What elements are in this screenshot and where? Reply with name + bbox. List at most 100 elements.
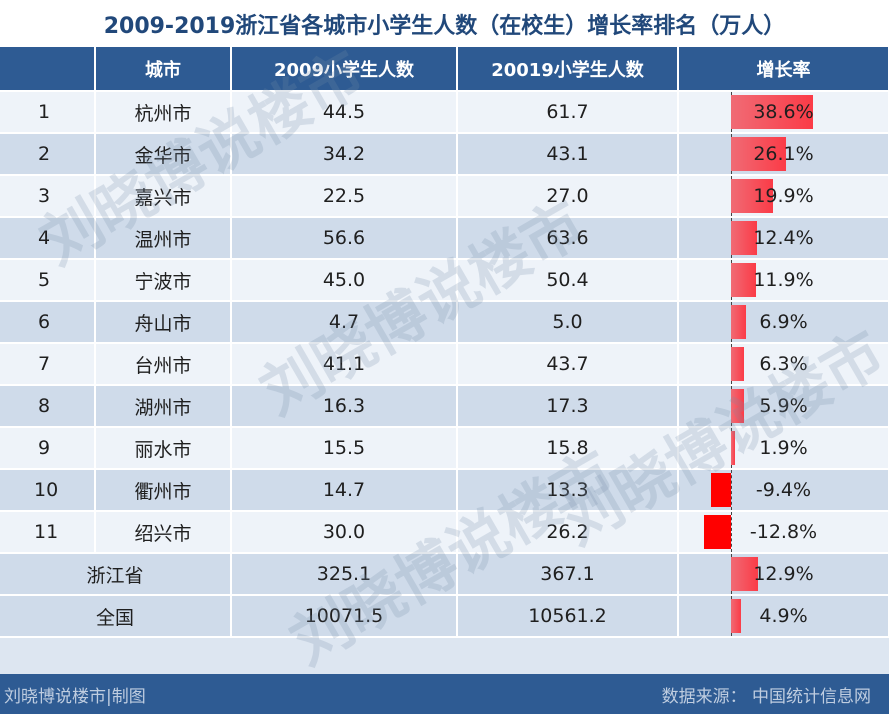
city-cell: 杭州市 xyxy=(95,91,232,134)
table-row: 6 舟山市 4.7 5.0 6.9% xyxy=(0,301,889,344)
rate-cell: 12.4% xyxy=(678,217,889,260)
city-cell: 金华市 xyxy=(95,133,232,176)
rank-cell: 5 xyxy=(0,259,96,302)
table-row: 1 杭州市 44.5 61.7 38.6% xyxy=(0,91,889,134)
rank-cell: 3 xyxy=(0,175,96,218)
table-row: 8 湖州市 16.3 17.3 5.9% xyxy=(0,385,889,428)
header-city: 城市 xyxy=(95,47,232,92)
value-2019-cell: 27.0 xyxy=(457,175,679,218)
value-2009-cell: 14.7 xyxy=(231,469,458,512)
table-row: 10 衢州市 14.7 13.3 -9.4% xyxy=(0,469,889,512)
footer-source: 数据来源： 中国统计信息网 xyxy=(661,686,871,707)
table-row: 4 温州市 56.6 63.6 12.4% xyxy=(0,217,889,260)
value-2019-cell: 13.3 xyxy=(457,469,679,512)
rank-cell: 6 xyxy=(0,301,96,344)
rate-cell: 5.9% xyxy=(678,385,889,428)
rate-cell: 1.9% xyxy=(678,427,889,470)
value-2019-cell: 26.2 xyxy=(457,511,679,554)
table-row: 9 丽水市 15.5 15.8 1.9% xyxy=(0,427,889,470)
total-2019-cell: 367.1 xyxy=(457,553,679,596)
city-cell: 温州市 xyxy=(95,217,232,260)
positive-growth-bar xyxy=(731,347,745,381)
rate-cell: 12.9% xyxy=(678,553,889,596)
rate-cell: 38.6% xyxy=(678,91,889,134)
city-cell: 嘉兴市 xyxy=(95,175,232,218)
header-rate: 增长率 xyxy=(678,47,889,92)
rate-value: 6.3% xyxy=(759,353,808,375)
rate-value: 26.1% xyxy=(753,143,814,165)
rate-value: 12.4% xyxy=(753,227,814,249)
value-2009-cell: 45.0 xyxy=(231,259,458,302)
footer-credit: 刘晓博说楼市|制图 xyxy=(4,686,146,707)
positive-growth-bar xyxy=(731,305,746,339)
rank-cell: 8 xyxy=(0,385,96,428)
rate-value: 19.9% xyxy=(753,185,814,207)
total-row: 全国 10071.5 10561.2 4.9% xyxy=(0,595,889,638)
rate-cell: 6.3% xyxy=(678,343,889,386)
value-2009-cell: 34.2 xyxy=(231,133,458,176)
value-2009-cell: 4.7 xyxy=(231,301,458,344)
city-cell: 台州市 xyxy=(95,343,232,386)
table-row: 7 台州市 41.1 43.7 6.3% xyxy=(0,343,889,386)
rate-value: 1.9% xyxy=(759,437,808,459)
rate-cell: 4.9% xyxy=(678,595,889,638)
value-2019-cell: 17.3 xyxy=(457,385,679,428)
value-2019-cell: 63.6 xyxy=(457,217,679,260)
value-2019-cell: 15.8 xyxy=(457,427,679,470)
rate-value: -9.4% xyxy=(755,479,812,501)
total-row: 浙江省 325.1 367.1 12.9% xyxy=(0,553,889,596)
rank-cell: 10 xyxy=(0,469,96,512)
city-cell: 湖州市 xyxy=(95,385,232,428)
positive-growth-bar xyxy=(731,263,757,297)
value-2019-cell: 43.7 xyxy=(457,343,679,386)
value-2019-cell: 43.1 xyxy=(457,133,679,176)
rank-cell: 2 xyxy=(0,133,96,176)
rank-cell: 11 xyxy=(0,511,96,554)
value-2009-cell: 41.1 xyxy=(231,343,458,386)
rate-value: 38.6% xyxy=(753,101,814,123)
city-cell: 宁波市 xyxy=(95,259,232,302)
city-cell: 丽水市 xyxy=(95,427,232,470)
city-cell: 舟山市 xyxy=(95,301,232,344)
value-2009-cell: 16.3 xyxy=(231,385,458,428)
positive-growth-bar xyxy=(731,599,742,633)
table-row: 2 金华市 34.2 43.1 26.1% xyxy=(0,133,889,176)
page-title: 2009-2019浙江省各城市小学生人数（在校生）增长率排名（万人） xyxy=(0,0,889,47)
footer: 刘晓博说楼市|制图 数据来源： 中国统计信息网 xyxy=(0,674,889,714)
header-rank xyxy=(0,47,96,92)
rate-value: -12.8% xyxy=(749,521,818,543)
rate-cell: 11.9% xyxy=(678,259,889,302)
total-2019-cell: 10561.2 xyxy=(457,595,679,638)
positive-growth-bar xyxy=(731,179,774,213)
rate-cell: 26.1% xyxy=(678,133,889,176)
header-2009: 2009小学生人数 xyxy=(231,47,458,92)
total-name-cell: 全国 xyxy=(0,595,232,638)
total-2009-cell: 325.1 xyxy=(231,553,458,596)
rate-cell: 6.9% xyxy=(678,301,889,344)
rate-cell: -12.8% xyxy=(678,511,889,554)
rate-value: 11.9% xyxy=(753,269,814,291)
positive-growth-bar xyxy=(731,557,759,591)
rank-cell: 1 xyxy=(0,91,96,134)
value-2009-cell: 56.6 xyxy=(231,217,458,260)
positive-growth-bar xyxy=(731,95,813,129)
total-name-cell: 浙江省 xyxy=(0,553,232,596)
rank-cell: 7 xyxy=(0,343,96,386)
rate-value: 6.9% xyxy=(759,311,808,333)
rate-value: 4.9% xyxy=(759,605,808,627)
table-row: 3 嘉兴市 22.5 27.0 19.9% xyxy=(0,175,889,218)
city-cell: 衢州市 xyxy=(95,469,232,512)
negative-growth-bar xyxy=(703,515,731,549)
value-2019-cell: 50.4 xyxy=(457,259,679,302)
value-2009-cell: 30.0 xyxy=(231,511,458,554)
positive-growth-bar xyxy=(731,389,744,423)
value-2019-cell: 61.7 xyxy=(457,91,679,134)
value-2009-cell: 44.5 xyxy=(231,91,458,134)
positive-growth-bar xyxy=(731,221,758,255)
table-row: 11 绍兴市 30.0 26.2 -12.8% xyxy=(0,511,889,554)
rate-value: 12.9% xyxy=(753,563,814,585)
positive-growth-bar xyxy=(731,137,787,171)
table-row: 5 宁波市 45.0 50.4 11.9% xyxy=(0,259,889,302)
negative-growth-bar xyxy=(711,473,731,507)
total-2009-cell: 10071.5 xyxy=(231,595,458,638)
